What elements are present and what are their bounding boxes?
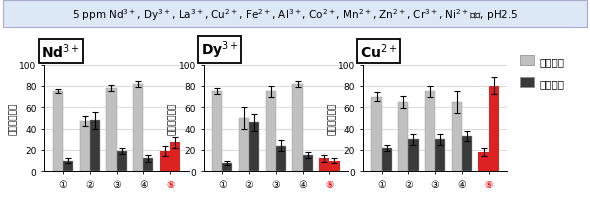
Text: Nd$^{3+}$: Nd$^{3+}$: [41, 43, 80, 61]
Bar: [249, 123, 259, 171]
Bar: [462, 136, 472, 171]
FancyBboxPatch shape: [3, 1, 587, 28]
Y-axis label: 回収率（％）: 回収率（％）: [9, 102, 18, 134]
Y-axis label: 回収率（％）: 回収率（％）: [168, 102, 177, 134]
Bar: [303, 155, 313, 171]
Legend: 培地上清, 細胞画分: 培地上清, 細胞画分: [520, 56, 565, 89]
Bar: [212, 92, 222, 171]
Bar: [106, 89, 117, 171]
Y-axis label: 回収率（％）: 回収率（％）: [327, 102, 336, 134]
Bar: [408, 140, 418, 171]
Bar: [53, 92, 63, 171]
Bar: [425, 92, 435, 171]
Bar: [276, 146, 286, 171]
Bar: [222, 163, 232, 171]
Bar: [319, 159, 329, 171]
Bar: [382, 148, 392, 171]
Bar: [266, 92, 276, 171]
Bar: [452, 102, 462, 171]
Bar: [239, 118, 249, 171]
Bar: [293, 84, 303, 171]
Bar: [478, 152, 489, 171]
Bar: [329, 161, 339, 171]
Bar: [489, 86, 499, 171]
Bar: [117, 151, 127, 171]
Bar: [170, 143, 180, 171]
Bar: [398, 102, 408, 171]
Text: Cu$^{2+}$: Cu$^{2+}$: [360, 43, 397, 61]
Bar: [160, 151, 170, 171]
Bar: [143, 159, 153, 171]
Text: 5 ppm Nd$^{3+}$, Dy$^{3+}$, La$^{3+}$, Cu$^{2+}$, Fe$^{2+}$, Al$^{3+}$, Co$^{2+}: 5 ppm Nd$^{3+}$, Dy$^{3+}$, La$^{3+}$, C…: [72, 7, 518, 23]
Bar: [372, 97, 382, 171]
Bar: [63, 161, 73, 171]
Text: Dy$^{3+}$: Dy$^{3+}$: [201, 40, 238, 61]
Bar: [90, 120, 100, 171]
Bar: [80, 122, 90, 171]
Bar: [133, 84, 143, 171]
Bar: [435, 140, 445, 171]
